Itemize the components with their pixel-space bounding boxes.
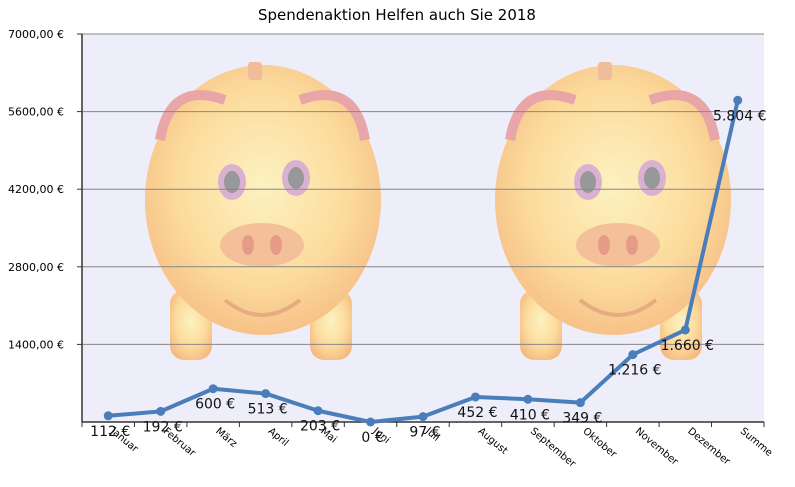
data-label-11: 1.660 € (661, 338, 714, 354)
axes (77, 33, 765, 427)
data-label-5: 0 € (361, 430, 383, 446)
data-point-5 (366, 417, 376, 427)
data-point-6 (418, 412, 428, 422)
y-tick-labels: 1400,00 € 2800,00 € 4200,00 € 5600,00 € 7000… (8, 28, 64, 351)
data-label-7: 452 € (457, 405, 497, 421)
data-label-8: 410 € (510, 407, 550, 423)
piggy-bank-image-right (495, 62, 731, 360)
data-point-1 (156, 406, 166, 416)
data-label-9: 349 € (562, 411, 602, 427)
data-point-0 (103, 411, 113, 421)
data-labels: 112 € 192 € 600 € 513 € 203 € 0 € 97 € 452 € 410… (90, 108, 766, 446)
data-label-12: 5.804 € (713, 108, 766, 124)
data-point-9 (575, 398, 585, 408)
data-label-0: 112 € (90, 424, 130, 440)
data-point-8 (523, 394, 533, 404)
data-point-3 (261, 389, 271, 399)
y-tick-label-3: 5600,00 € (8, 106, 64, 119)
data-point-12 (733, 95, 743, 105)
data-point-7 (470, 392, 480, 402)
y-tick-label-0: 1400,00 € (8, 338, 64, 351)
data-label-2: 600 € (195, 397, 235, 413)
y-tick-label-1: 2800,00 € (8, 261, 64, 274)
data-label-1: 192 € (143, 419, 183, 435)
data-point-4 (313, 406, 323, 416)
data-label-4: 203 € (300, 419, 340, 435)
y-tick-label-4: 7000,00 € (8, 28, 64, 41)
data-point-11 (680, 325, 690, 335)
y-tick-label-2: 4200,00 € (8, 183, 64, 196)
data-label-10: 1.216 € (608, 363, 661, 379)
chart-title: Spendenaktion Helfen auch Sie 2018 (258, 6, 536, 24)
data-point-10 (628, 350, 638, 360)
series (103, 95, 743, 427)
piggy-bank-image-left (145, 62, 381, 360)
data-point-2 (208, 384, 218, 394)
data-label-3: 513 € (248, 402, 288, 418)
data-label-6: 97 € (409, 425, 440, 441)
